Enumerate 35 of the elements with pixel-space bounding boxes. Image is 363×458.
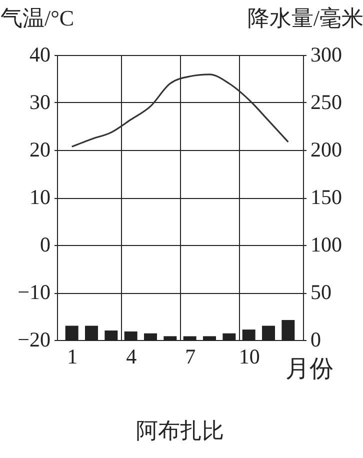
y2-tick-label: 0 — [310, 328, 321, 352]
y2-tick-label: 300 — [310, 42, 342, 66]
x-tick-label: 1 — [67, 344, 78, 368]
x-tick-label: 10 — [238, 344, 260, 368]
y-tick-label: −10 — [18, 280, 50, 304]
y-tick-label: 30 — [30, 90, 50, 114]
bar — [183, 336, 196, 340]
y-tick-label: −20 — [18, 328, 50, 352]
bar — [262, 326, 275, 340]
y-tick-label: 20 — [30, 138, 50, 162]
bar — [85, 326, 98, 340]
bar — [203, 336, 216, 340]
y2-axis-title: 降水量/毫米 — [247, 6, 363, 30]
bar — [164, 336, 177, 340]
bar — [242, 330, 256, 340]
y2-tick-label: 50 — [310, 280, 332, 304]
bar — [104, 330, 118, 340]
bar — [222, 333, 236, 340]
y-axis-title: 气温/°C — [0, 6, 74, 30]
bar — [65, 326, 78, 340]
x-axis-title: 月份 — [286, 356, 334, 382]
y2-tick-label: 250 — [310, 90, 342, 114]
y-tick-label: 40 — [30, 42, 50, 66]
y-tick-label: 10 — [30, 185, 50, 209]
y2-tick-label: 100 — [310, 232, 342, 256]
line-series — [71, 74, 289, 148]
y2-tick-label: 200 — [310, 138, 342, 162]
bar — [124, 331, 138, 340]
bar — [144, 333, 157, 340]
x-tick-label: 7 — [185, 344, 196, 368]
text: 阿布扎比 — [136, 418, 224, 443]
x-tick-label: 4 — [126, 344, 138, 368]
y2-tick-label: 150 — [310, 185, 342, 209]
bar — [282, 320, 295, 340]
y-tick-label: 0 — [40, 232, 50, 256]
